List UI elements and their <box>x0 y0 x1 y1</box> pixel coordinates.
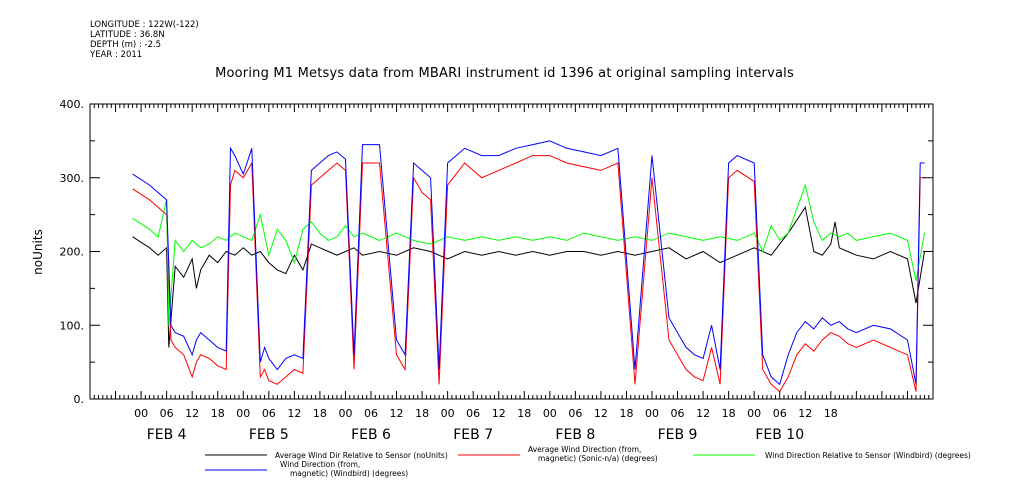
day-label: FEB 8 <box>555 427 595 443</box>
metadata-block: LONGITUDE : 122W(-122) LATITUDE : 36.8N … <box>90 20 199 60</box>
latitude-label: LATITUDE : 36.8N <box>90 30 165 40</box>
x-tick-label: 18 <box>722 407 736 420</box>
x-tick-label: 06 <box>671 407 685 420</box>
x-tick-label: 00 <box>236 407 250 420</box>
day-label: FEB 5 <box>249 427 289 443</box>
series-line-2 <box>132 155 925 393</box>
x-tick-label: 18 <box>517 407 531 420</box>
y-tick-label: 100. <box>60 319 85 332</box>
year-label: YEAR : 2011 <box>90 50 143 60</box>
longitude-label: LONGITUDE : 122W(-122) <box>90 20 199 30</box>
plot-frame <box>89 103 934 400</box>
x-tick-label: 12 <box>390 407 404 420</box>
day-label: FEB 10 <box>755 427 804 443</box>
x-tick-label: 12 <box>287 407 301 420</box>
x-tick-label: 18 <box>824 407 838 420</box>
legend-label: Average Wind Direction (from, magnetic) (… <box>528 445 658 463</box>
x-tick-label: 00 <box>441 407 455 420</box>
x-tick-label: 12 <box>492 407 506 420</box>
y-tick-label: 400. <box>60 98 85 111</box>
x-tick-label: 00 <box>747 407 761 420</box>
x-tick-label: 06 <box>160 407 174 420</box>
x-tick-label: 06 <box>262 407 276 420</box>
x-tick-label: 12 <box>696 407 710 420</box>
series-line-1 <box>132 206 925 348</box>
y-tick-label: 200. <box>60 246 85 259</box>
x-tick-label: 18 <box>313 407 327 420</box>
x-tick-label: 06 <box>568 407 582 420</box>
day-label: FEB 4 <box>147 427 187 443</box>
x-tick-label: 00 <box>338 407 352 420</box>
x-tick-label: 00 <box>645 407 659 420</box>
legend-label: Wind Direction (from, magnetic) (Windbird… <box>280 460 408 478</box>
legend-label: Wind Direction Relative to Sensor (Windb… <box>765 451 971 460</box>
x-tick-label: 18 <box>415 407 429 420</box>
x-tick-label: 00 <box>134 407 148 420</box>
day-label: FEB 9 <box>658 427 698 443</box>
y-tick-label: 300. <box>60 172 85 185</box>
depth-label: DEPTH (m) : -2.5 <box>90 40 162 50</box>
x-tick-label: 12 <box>594 407 608 420</box>
y-axis-label: noUnits <box>31 229 45 275</box>
x-tick-label: 12 <box>185 407 199 420</box>
x-tick-label: 12 <box>798 407 812 420</box>
day-label: FEB 7 <box>453 427 493 443</box>
series-line-3 <box>132 183 925 326</box>
series-line-4 <box>132 140 925 386</box>
legend-label: Average Wind Dir Relative to Sensor (noU… <box>275 451 448 460</box>
x-tick-label: 18 <box>211 407 225 420</box>
chart-title: Mooring M1 Metsys data from MBARI instru… <box>215 66 794 81</box>
x-tick-label: 06 <box>773 407 787 420</box>
day-label: FEB 6 <box>351 427 391 443</box>
x-tick-label: 00 <box>543 407 557 420</box>
y-tick-label: 0. <box>74 393 85 406</box>
x-tick-label: 18 <box>619 407 633 420</box>
x-tick-label: 06 <box>466 407 480 420</box>
x-tick-label: 06 <box>364 407 378 420</box>
